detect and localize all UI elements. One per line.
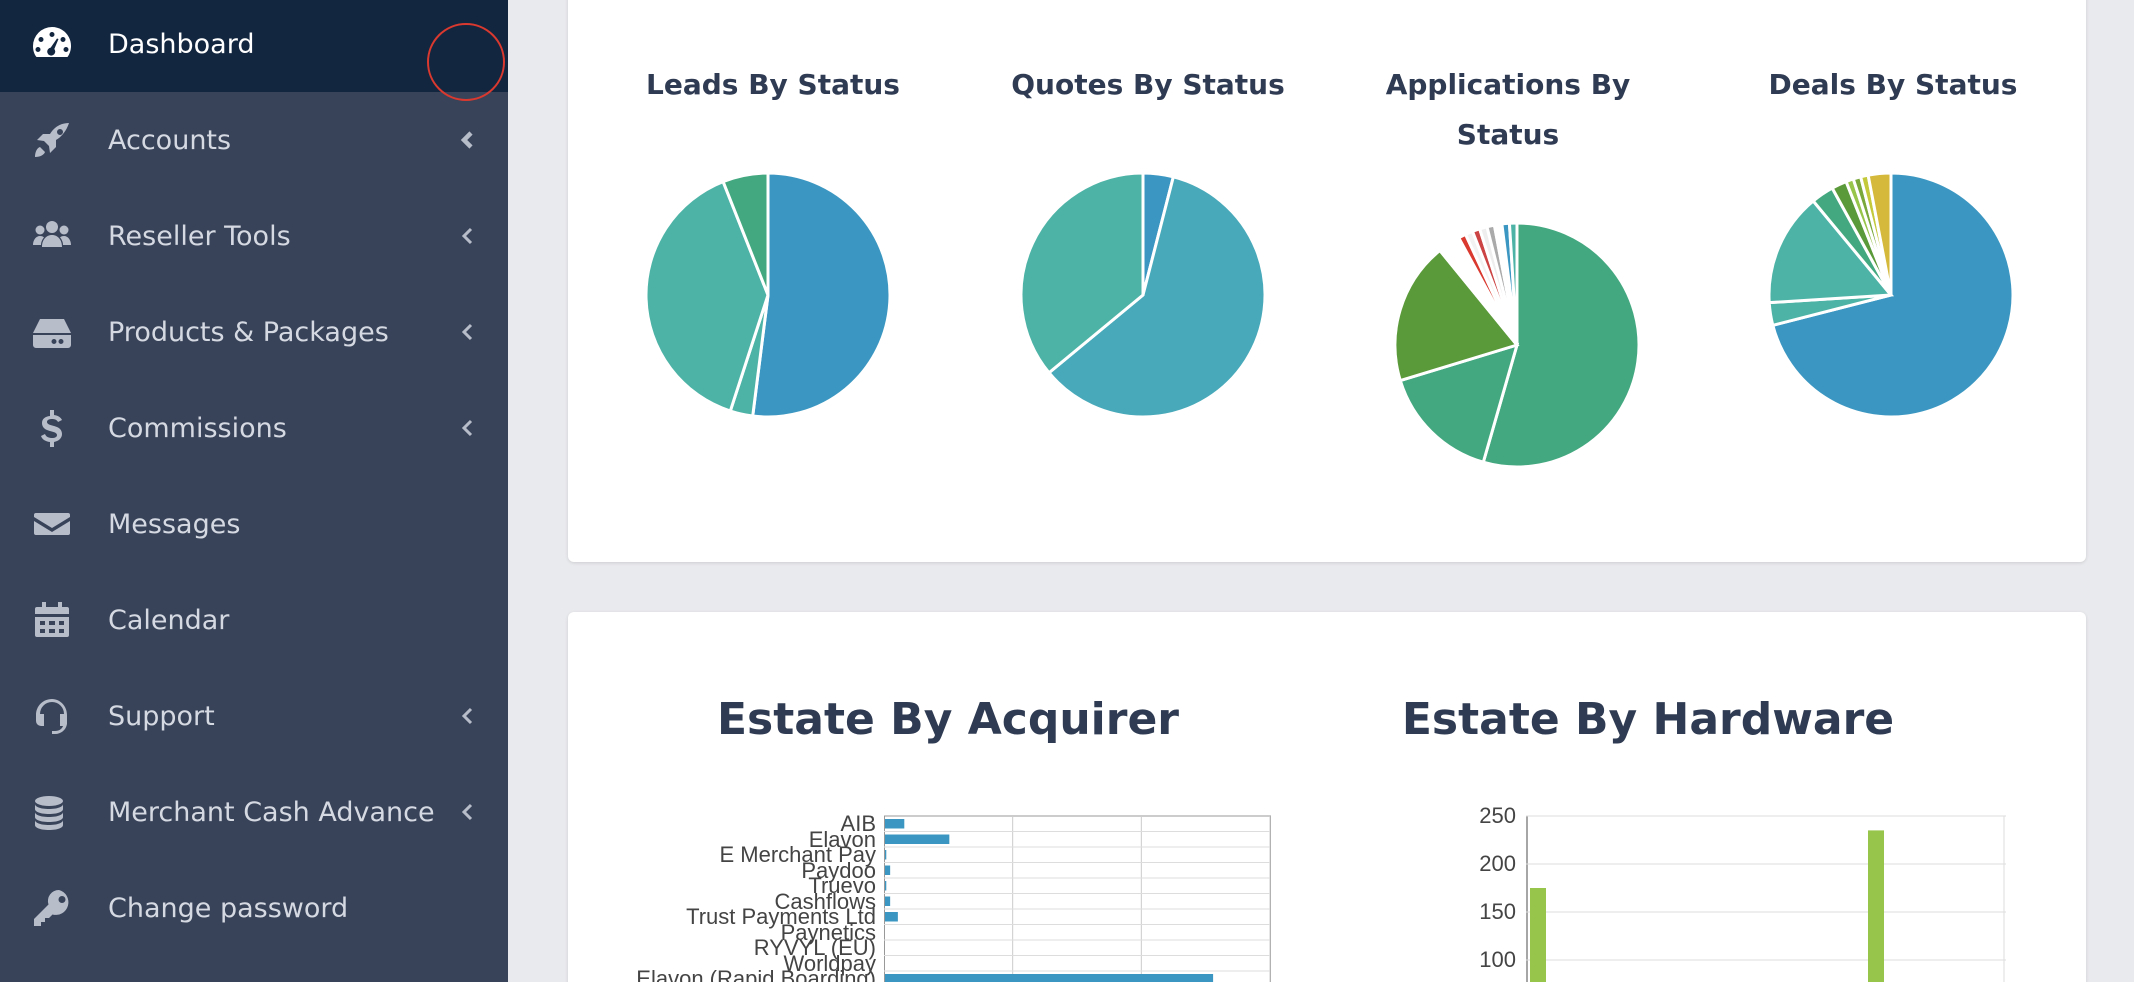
- envelope-icon: [30, 502, 74, 546]
- users-icon: [30, 214, 74, 258]
- acquirer-bar: [885, 819, 905, 829]
- quotes-pie-slice: [1046, 175, 1267, 419]
- estate-card: Estate By Acquirer Estate By Hardware AI…: [568, 612, 2086, 982]
- sidebar-item-commissions[interactable]: Commissions: [0, 380, 508, 476]
- applications-pie-chart: [1393, 221, 1641, 469]
- quotes-pie-slice: [1019, 171, 1145, 375]
- acquirer-category-label: Elavon (Rapid Boarding): [636, 966, 876, 982]
- acquirer-category-label: Paynetics: [780, 919, 876, 945]
- acquirer-category-label: RYVYL (EU): [753, 935, 876, 960]
- chevron-left-icon[interactable]: [458, 130, 478, 150]
- acquirer-category-label: AIB: [840, 811, 876, 836]
- sidebar-item-label: Messages: [108, 508, 241, 540]
- chevron-left-icon[interactable]: [458, 706, 478, 726]
- applications-pie-title: Applications By Status: [1385, 68, 1631, 151]
- key-icon: [30, 886, 74, 930]
- sidebar-item-accounts[interactable]: Accounts: [0, 92, 508, 188]
- hardware-y-tick-label: 150: [1479, 899, 1516, 924]
- quotes-pie-chart: [1019, 171, 1267, 419]
- deals-pie-slice: [1767, 198, 1895, 305]
- chevron-left-icon[interactable]: [458, 226, 478, 246]
- acquirer-bar: [885, 834, 950, 844]
- quotes-pie-title: Quotes By Status: [1011, 68, 1285, 101]
- sidebar-item-label: Products & Packages: [108, 316, 389, 348]
- acquirer-category-label: Paydoo: [801, 857, 876, 883]
- chevron-left-icon[interactable]: [458, 322, 478, 342]
- leads-pie-chart: [644, 171, 892, 419]
- sidebar-item-label: Calendar: [108, 604, 230, 636]
- hardware-bar: [1868, 830, 1884, 982]
- acquirer-category-label: Cashflows: [774, 888, 876, 914]
- sidebar-item-dashboard[interactable]: Dashboard: [0, 0, 508, 92]
- estate-by-acquirer-title: Estate By Acquirer: [717, 694, 1179, 745]
- coins-icon: [30, 790, 74, 834]
- sidebar-item-label: Merchant Cash Advance: [108, 796, 435, 828]
- leads-pie-slice: [721, 171, 770, 296]
- acquirer-category-label: Truevo: [808, 873, 876, 898]
- sidebar-item-reseller-tools[interactable]: Reseller Tools: [0, 188, 508, 284]
- acquirer-category-label: Trust Payments Ltd: [686, 904, 876, 929]
- leads-pie-slice: [644, 179, 770, 413]
- acquirer-bar: [885, 974, 1214, 982]
- headset-icon: [30, 694, 74, 738]
- acquirer-category-label: E Merchant Pay: [719, 842, 876, 867]
- sidebar-item-label: Commissions: [108, 412, 287, 444]
- leads-pie-title: Leads By Status: [646, 68, 900, 101]
- applications-pie-slice: [1481, 221, 1641, 469]
- acquirer-bar: [885, 850, 887, 860]
- sidebar-item-change-password[interactable]: Change password: [0, 860, 508, 956]
- acquirer-bar: [885, 865, 891, 875]
- sidebar: Dashboard Accounts Reseller Tools Products …: [0, 0, 508, 982]
- applications-pie-slice: [1507, 221, 1519, 346]
- acquirer-bar: [885, 896, 891, 906]
- collapse-highlight-circle: [427, 23, 505, 101]
- sidebar-item-label: Dashboard: [108, 28, 255, 60]
- deals-pie-chart: [1767, 171, 2015, 419]
- calendar-icon: [30, 598, 74, 642]
- dollar-icon: [30, 406, 74, 450]
- hdd-icon: [30, 310, 74, 354]
- sidebar-item-products-packages[interactable]: Products & Packages: [0, 284, 508, 380]
- chevron-left-icon[interactable]: [458, 418, 478, 438]
- deals-pie-title: Deals By Status: [1768, 68, 2018, 101]
- sidebar-item-label: Support: [108, 700, 215, 732]
- deals-pie-slice: [1866, 171, 1893, 296]
- sidebar-item-merchant-cash-advance[interactable]: Merchant Cash Advance: [0, 764, 508, 860]
- dashboard-gauge-icon: [30, 22, 74, 66]
- hardware-y-tick-label: 250: [1479, 803, 1516, 828]
- applications-pie-slice: [1393, 248, 1520, 383]
- chevron-left-icon[interactable]: [458, 802, 478, 822]
- acquirer-bar: [885, 881, 887, 891]
- rocket-icon: [30, 118, 74, 162]
- estate-by-hardware-title: Estate By Hardware: [1401, 694, 1895, 745]
- hardware-y-tick-label: 100: [1479, 947, 1516, 972]
- sidebar-item-support[interactable]: Support: [0, 668, 508, 764]
- sidebar-item-label: Change password: [108, 892, 349, 924]
- acquirer-bar: [885, 912, 898, 922]
- sidebar-item-label: Accounts: [108, 124, 232, 156]
- sidebar-item-label: Reseller Tools: [108, 220, 291, 252]
- status-pies-card: Leads By Status Quotes By Status Applica…: [568, 0, 2086, 562]
- acquirer-category-label: Worldpay: [783, 950, 876, 976]
- hardware-bar: [1530, 888, 1546, 982]
- applications-pie-slice: [1398, 342, 1520, 465]
- leads-pie-slice: [751, 171, 892, 419]
- hardware-bar-chart: [1526, 815, 2006, 982]
- sidebar-item-messages[interactable]: Messages: [0, 476, 508, 572]
- acquirer-bar-chart: [884, 815, 1271, 982]
- sidebar-item-calendar[interactable]: Calendar: [0, 572, 508, 668]
- acquirer-category-label: Elavon: [808, 826, 876, 852]
- hardware-y-tick-label: 200: [1479, 851, 1516, 876]
